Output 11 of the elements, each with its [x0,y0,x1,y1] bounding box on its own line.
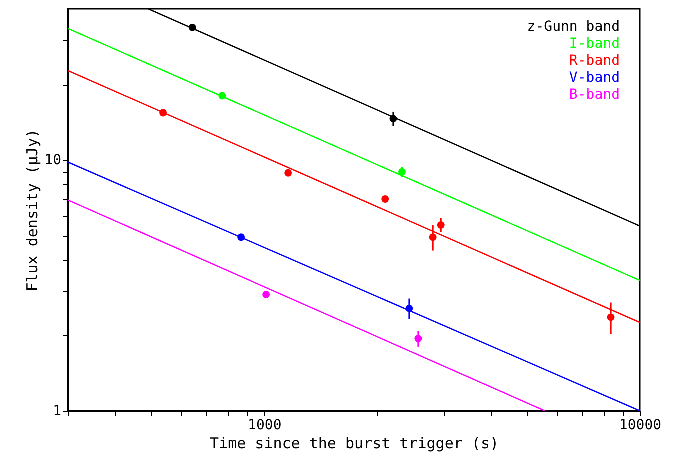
x-tick-label: 1000 [248,418,282,434]
text: V-band [569,70,620,86]
y-tick-label: 1 [53,404,62,420]
text: I-band [569,36,620,52]
x-tick-label: 10000 [619,418,662,434]
x-axis-title: Time since the burst trigger (s) [210,434,499,452]
text: B-band [569,87,620,103]
text: z-Gunn band [527,19,620,35]
y-tick-label: 10 [44,152,62,169]
y-axis-title: Flux density (μJy) [24,129,42,292]
text: R-band [569,53,620,69]
